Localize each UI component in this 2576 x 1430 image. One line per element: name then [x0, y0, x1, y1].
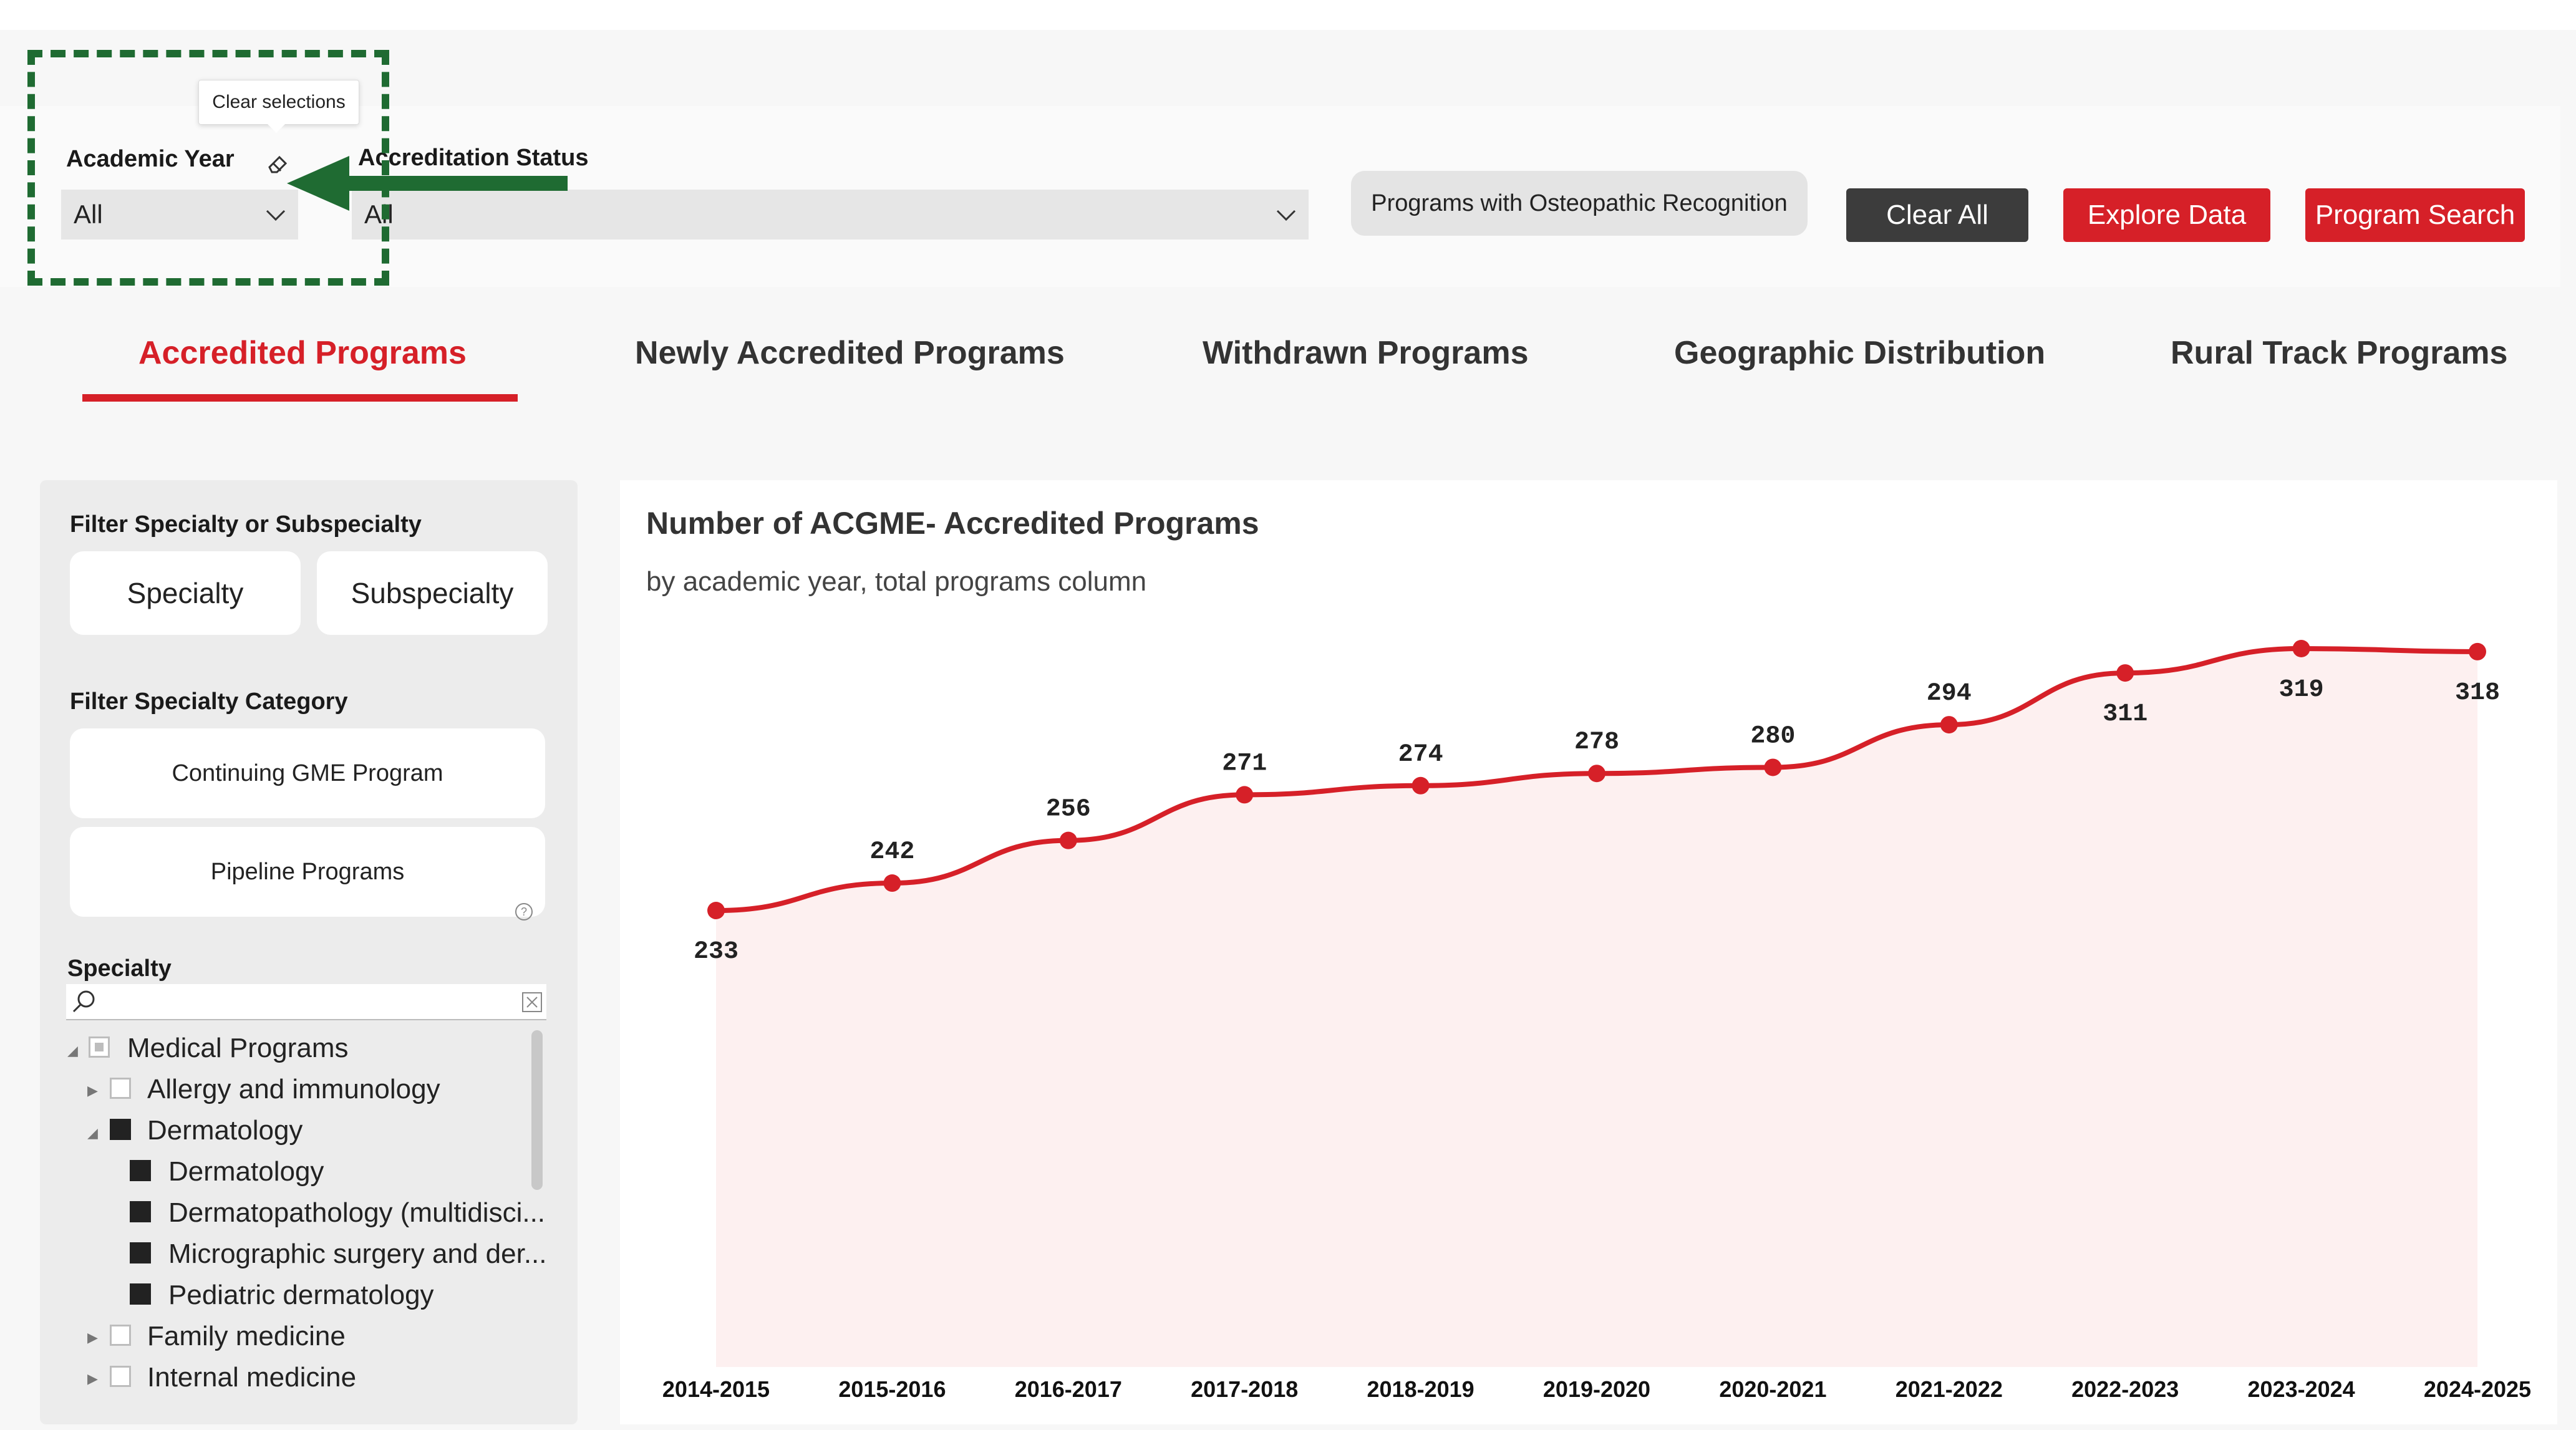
accreditation-status-dropdown[interactable]: All: [352, 190, 1309, 239]
clear-all-button[interactable]: Clear All: [1846, 188, 2028, 242]
tree-item-micrographic-surgery[interactable]: Micrographic surgery and der...: [168, 1239, 547, 1269]
specialty-button[interactable]: Specialty: [70, 551, 301, 635]
tree-item-pediatric-dermatology[interactable]: Pediatric dermatology: [168, 1280, 434, 1310]
academic-year-dropdown[interactable]: All: [61, 190, 298, 239]
chart-x-tick-label: 2014-2015: [662, 1376, 770, 1402]
filter-specialty-label: Filter Specialty or Subspecialty: [70, 511, 422, 538]
collapse-caret-icon[interactable]: ◢: [87, 1125, 98, 1141]
chart-point: [707, 902, 725, 919]
chart-data-label: 280: [1750, 722, 1795, 750]
checkbox[interactable]: [110, 1366, 131, 1387]
chart-x-tick-label: 2015-2016: [838, 1376, 946, 1402]
tree-item-dermatology-group[interactable]: Dermatology: [147, 1115, 303, 1146]
chart-data-label: 233: [694, 938, 738, 966]
chart-data-label: 311: [2103, 700, 2147, 728]
checkbox[interactable]: [130, 1242, 151, 1263]
specialty-search-input[interactable]: [66, 984, 546, 1020]
academic-year-value: All: [74, 200, 103, 229]
chart-x-tick-label: 2017-2018: [1191, 1376, 1298, 1402]
annotation-arrow: [287, 156, 568, 211]
tab-rural-track-programs[interactable]: Rural Track Programs: [2171, 335, 2508, 371]
checkbox[interactable]: [130, 1160, 151, 1181]
tab-withdrawn-programs[interactable]: Withdrawn Programs: [1203, 335, 1529, 371]
chart-x-tick-label: 2019-2020: [1543, 1376, 1650, 1402]
program-search-button[interactable]: Program Search: [2305, 188, 2525, 242]
tab-newly-accredited-programs[interactable]: Newly Accredited Programs: [635, 335, 1065, 371]
clear-search-icon[interactable]: [521, 992, 543, 1013]
checkbox[interactable]: [110, 1119, 131, 1140]
continuing-gme-button[interactable]: Continuing GME Program: [70, 728, 545, 818]
tree-item-medical-programs[interactable]: Medical Programs: [127, 1033, 349, 1063]
tree-item-dermatology[interactable]: Dermatology: [168, 1156, 324, 1187]
chart-point: [2116, 664, 2134, 682]
chart-x-tick-label: 2024-2025: [2424, 1376, 2531, 1402]
chart-x-tick-label: 2021-2022: [1896, 1376, 2003, 1402]
filter-panel: [40, 480, 578, 1424]
chart-data-label: 256: [1046, 796, 1091, 824]
checkbox[interactable]: [130, 1201, 151, 1222]
chart-data-label: 242: [869, 838, 914, 866]
chart-point: [883, 874, 901, 892]
chart-point: [1764, 758, 1782, 776]
chevron-down-icon: [266, 210, 286, 221]
chart-point: [1059, 831, 1077, 849]
checkbox[interactable]: [89, 1036, 110, 1058]
checkbox[interactable]: [110, 1325, 131, 1346]
explore-data-button[interactable]: Explore Data: [2063, 188, 2270, 242]
chart-x-tick-label: 2022-2023: [2071, 1376, 2179, 1402]
osteopathic-recognition-button[interactable]: Programs with Osteopathic Recognition: [1351, 171, 1808, 236]
chart-x-tick-label: 2016-2017: [1015, 1376, 1122, 1402]
filter-category-label: Filter Specialty Category: [70, 688, 348, 715]
svg-text:?: ?: [521, 906, 527, 918]
tab-geographic-distribution[interactable]: Geographic Distribution: [1674, 335, 2046, 371]
chart-area-fill: [716, 649, 2477, 1367]
chevron-down-icon: [1276, 210, 1296, 221]
chart-point: [1236, 786, 1254, 804]
chart-point: [2292, 640, 2310, 657]
chart-x-tick-label: 2023-2024: [2248, 1376, 2355, 1402]
checkbox[interactable]: [130, 1283, 151, 1305]
chart-point: [2469, 642, 2486, 660]
chart-x-tick-label: 2020-2021: [1719, 1376, 1826, 1402]
expand-caret-icon[interactable]: ▶: [87, 1083, 98, 1098]
chart-point: [1940, 716, 1958, 734]
search-icon: [72, 990, 95, 1013]
chart-x-tick-label: 2018-2019: [1367, 1376, 1474, 1402]
tree-scrollbar[interactable]: [531, 1030, 543, 1190]
active-tab-indicator: [82, 394, 518, 402]
expand-caret-icon[interactable]: ▶: [87, 1330, 98, 1345]
chart-subtitle: by academic year, total programs column: [646, 566, 1147, 597]
eraser-icon[interactable]: [264, 150, 292, 177]
chart-data-label: 278: [1574, 728, 1619, 756]
accreditation-status-label: Accreditation Status: [358, 145, 589, 171]
chart-data-label: 318: [2455, 679, 2500, 707]
tree-item-allergy-immunology[interactable]: Allergy and immunology: [147, 1074, 440, 1104]
expand-caret-icon[interactable]: ▶: [87, 1371, 98, 1386]
chart-title: Number of ACGME- Accredited Programs: [646, 506, 1259, 541]
academic-year-label: Academic Year: [66, 146, 235, 172]
tab-accredited-programs[interactable]: Accredited Programs: [138, 335, 467, 371]
chart-data-label: 294: [1927, 680, 1972, 708]
chart-data-label: 274: [1398, 741, 1443, 769]
help-icon[interactable]: ?: [514, 902, 534, 922]
clear-selections-tooltip: Clear selections: [198, 80, 359, 133]
specialty-slicer-label: Specialty: [67, 955, 172, 982]
tree-item-dermatopathology[interactable]: Dermatopathology (multidisci...: [168, 1197, 546, 1228]
chart-point: [1588, 765, 1605, 783]
pipeline-programs-button[interactable]: Pipeline Programs: [70, 827, 545, 917]
subspecialty-button[interactable]: Subspecialty: [317, 551, 548, 635]
collapse-caret-icon[interactable]: ◢: [67, 1043, 78, 1058]
chart-data-label: 271: [1222, 750, 1267, 778]
tree-item-internal-medicine[interactable]: Internal medicine: [147, 1362, 357, 1393]
annotation-highlight-box: [27, 50, 389, 286]
tree-item-family-medicine[interactable]: Family medicine: [147, 1321, 346, 1351]
checkbox[interactable]: [110, 1078, 131, 1099]
chart-point: [1411, 776, 1430, 795]
chart-data-label: 319: [2279, 676, 2324, 704]
